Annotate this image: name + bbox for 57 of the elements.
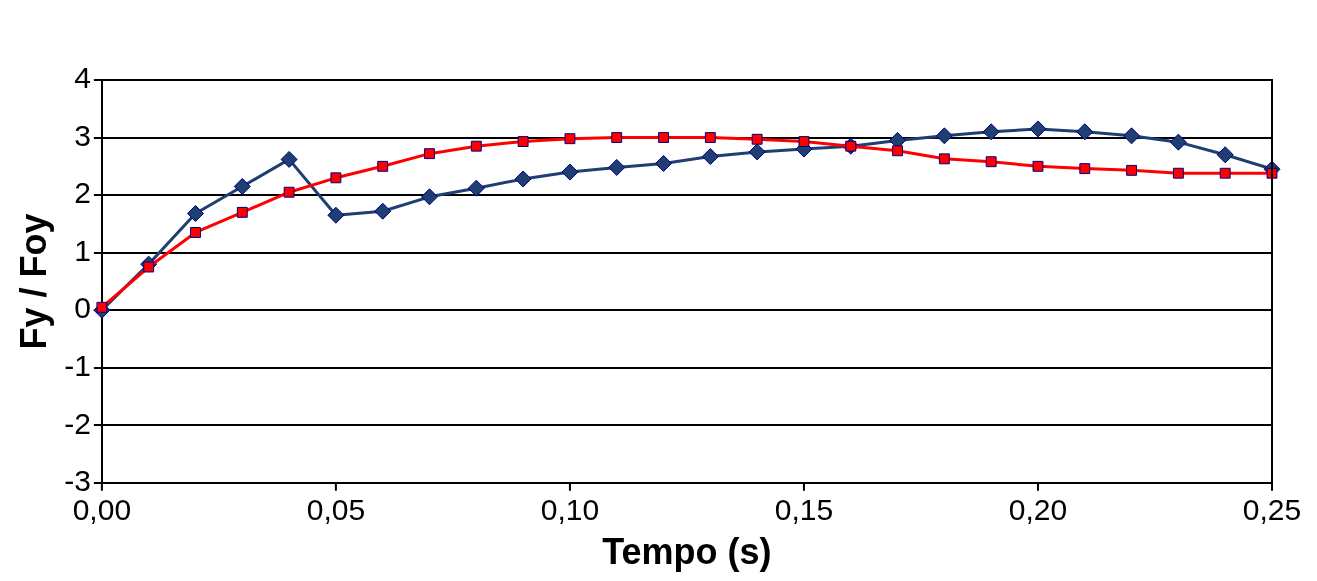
point bbox=[1029, 120, 1047, 138]
point bbox=[517, 136, 529, 148]
y-tick-label: -2 bbox=[64, 406, 91, 440]
point bbox=[190, 227, 201, 238]
y-axis-title: Fy / Foy bbox=[12, 213, 54, 350]
point bbox=[1216, 146, 1234, 164]
point bbox=[892, 145, 904, 157]
point bbox=[1219, 167, 1231, 179]
x-tick-label: 0,20 bbox=[1008, 493, 1068, 527]
point bbox=[658, 132, 669, 143]
y-tick-label: 3 bbox=[74, 118, 91, 152]
y-tick-label: 2 bbox=[74, 176, 91, 210]
point bbox=[374, 202, 392, 220]
point bbox=[233, 177, 251, 195]
point bbox=[421, 188, 439, 206]
point bbox=[327, 206, 345, 224]
point bbox=[1169, 133, 1187, 151]
point bbox=[935, 127, 953, 145]
x-tick-label: 0,15 bbox=[774, 493, 834, 527]
point bbox=[1079, 163, 1091, 175]
point bbox=[1266, 167, 1278, 179]
point bbox=[280, 150, 298, 168]
y-tick-label: -1 bbox=[64, 348, 91, 382]
x-axis-title: Tempo (s) bbox=[602, 531, 772, 573]
x-tick-label: 0,05 bbox=[306, 493, 366, 527]
point bbox=[1123, 127, 1141, 145]
point bbox=[608, 158, 626, 176]
point bbox=[1126, 164, 1138, 176]
point bbox=[798, 136, 810, 148]
point bbox=[564, 133, 576, 145]
y-tick-label: 1 bbox=[74, 233, 91, 267]
point bbox=[283, 186, 295, 198]
point bbox=[982, 123, 1000, 141]
point bbox=[701, 148, 719, 166]
point bbox=[1032, 160, 1044, 172]
point bbox=[514, 170, 532, 188]
x-tick-label: 0,10 bbox=[540, 493, 600, 527]
y-tick-label: 4 bbox=[74, 61, 91, 95]
point bbox=[424, 148, 435, 160]
point bbox=[1172, 167, 1184, 179]
point bbox=[330, 172, 342, 184]
point bbox=[186, 205, 204, 222]
point bbox=[377, 160, 389, 172]
point bbox=[561, 163, 579, 181]
point bbox=[748, 143, 766, 161]
point bbox=[236, 206, 248, 218]
point bbox=[704, 132, 716, 143]
point bbox=[467, 179, 485, 197]
x-tick-label: 0,25 bbox=[1242, 493, 1302, 527]
point bbox=[470, 140, 482, 152]
point bbox=[985, 156, 997, 168]
point bbox=[655, 154, 673, 172]
point bbox=[751, 133, 763, 145]
y-tick-label: 0 bbox=[74, 291, 91, 325]
point bbox=[611, 132, 623, 143]
point bbox=[1076, 123, 1094, 141]
point bbox=[938, 153, 950, 165]
